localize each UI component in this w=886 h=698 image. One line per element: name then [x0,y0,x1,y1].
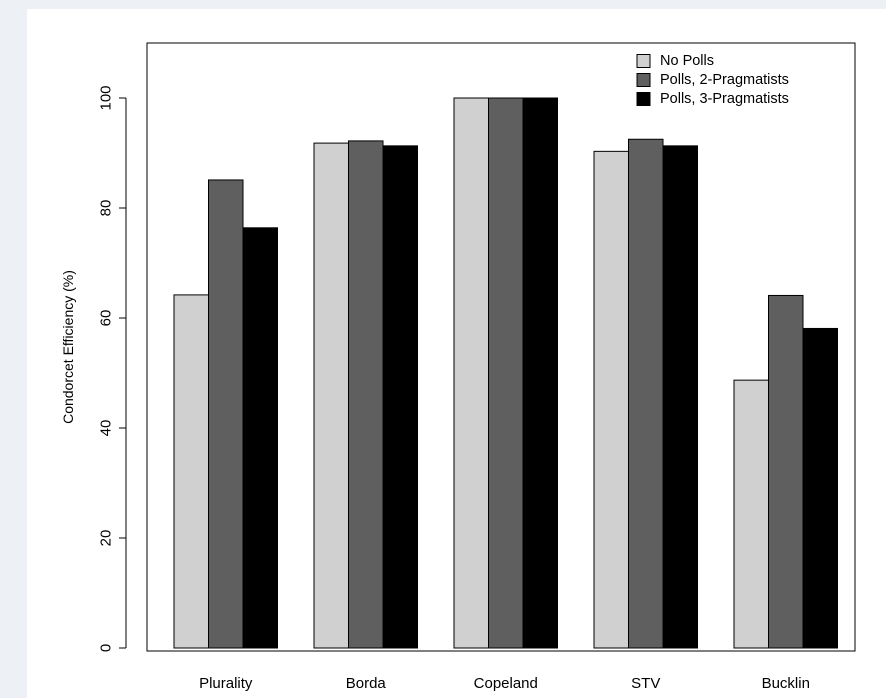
legend-swatch [636,54,651,68]
x-axis-tick-labels: Plurality Borda Copeland STV Bucklin [199,675,810,692]
x-tick-label: Plurality [199,675,253,692]
x-tick-label: STV [631,675,660,692]
bar [662,145,698,649]
bar [348,140,384,649]
bar [313,142,349,649]
bar [382,145,418,649]
bar [242,227,278,649]
x-tick-label: Copeland [474,675,538,692]
y-tick-label: 40 [98,420,115,437]
bar [208,179,244,649]
bars [173,97,838,649]
x-tick-label: Borda [346,675,387,692]
bar [768,294,804,649]
x-tick-label: Bucklin [762,675,810,692]
y-axis: 0 20 40 60 80 100 [98,85,127,652]
plot-area [146,42,856,652]
y-tick-label: 60 [98,310,115,327]
bar [628,138,664,649]
plot-frame [146,42,856,652]
legend-swatch [636,92,651,106]
y-axis-label: Condorcet Efficiency (%) [60,270,76,424]
legend-label: Polls, 3-Pragmatists [660,91,789,107]
bar [802,327,838,649]
y-tick-label: 80 [98,200,115,217]
bar [593,150,629,649]
legend-label: No Polls [660,53,714,69]
bar [733,379,769,649]
legend-swatch [636,73,651,87]
y-tick-label: 0 [98,644,115,652]
legend-label: Polls, 2-Pragmatists [660,72,789,88]
bar [488,97,524,649]
bar [453,97,489,649]
bar [522,97,558,649]
y-tick-label: 100 [98,85,115,110]
y-tick-label: 20 [98,530,115,547]
bar [173,294,209,649]
legend: No Polls Polls, 2-Pragmatists Polls, 3-Pra… [636,53,789,107]
